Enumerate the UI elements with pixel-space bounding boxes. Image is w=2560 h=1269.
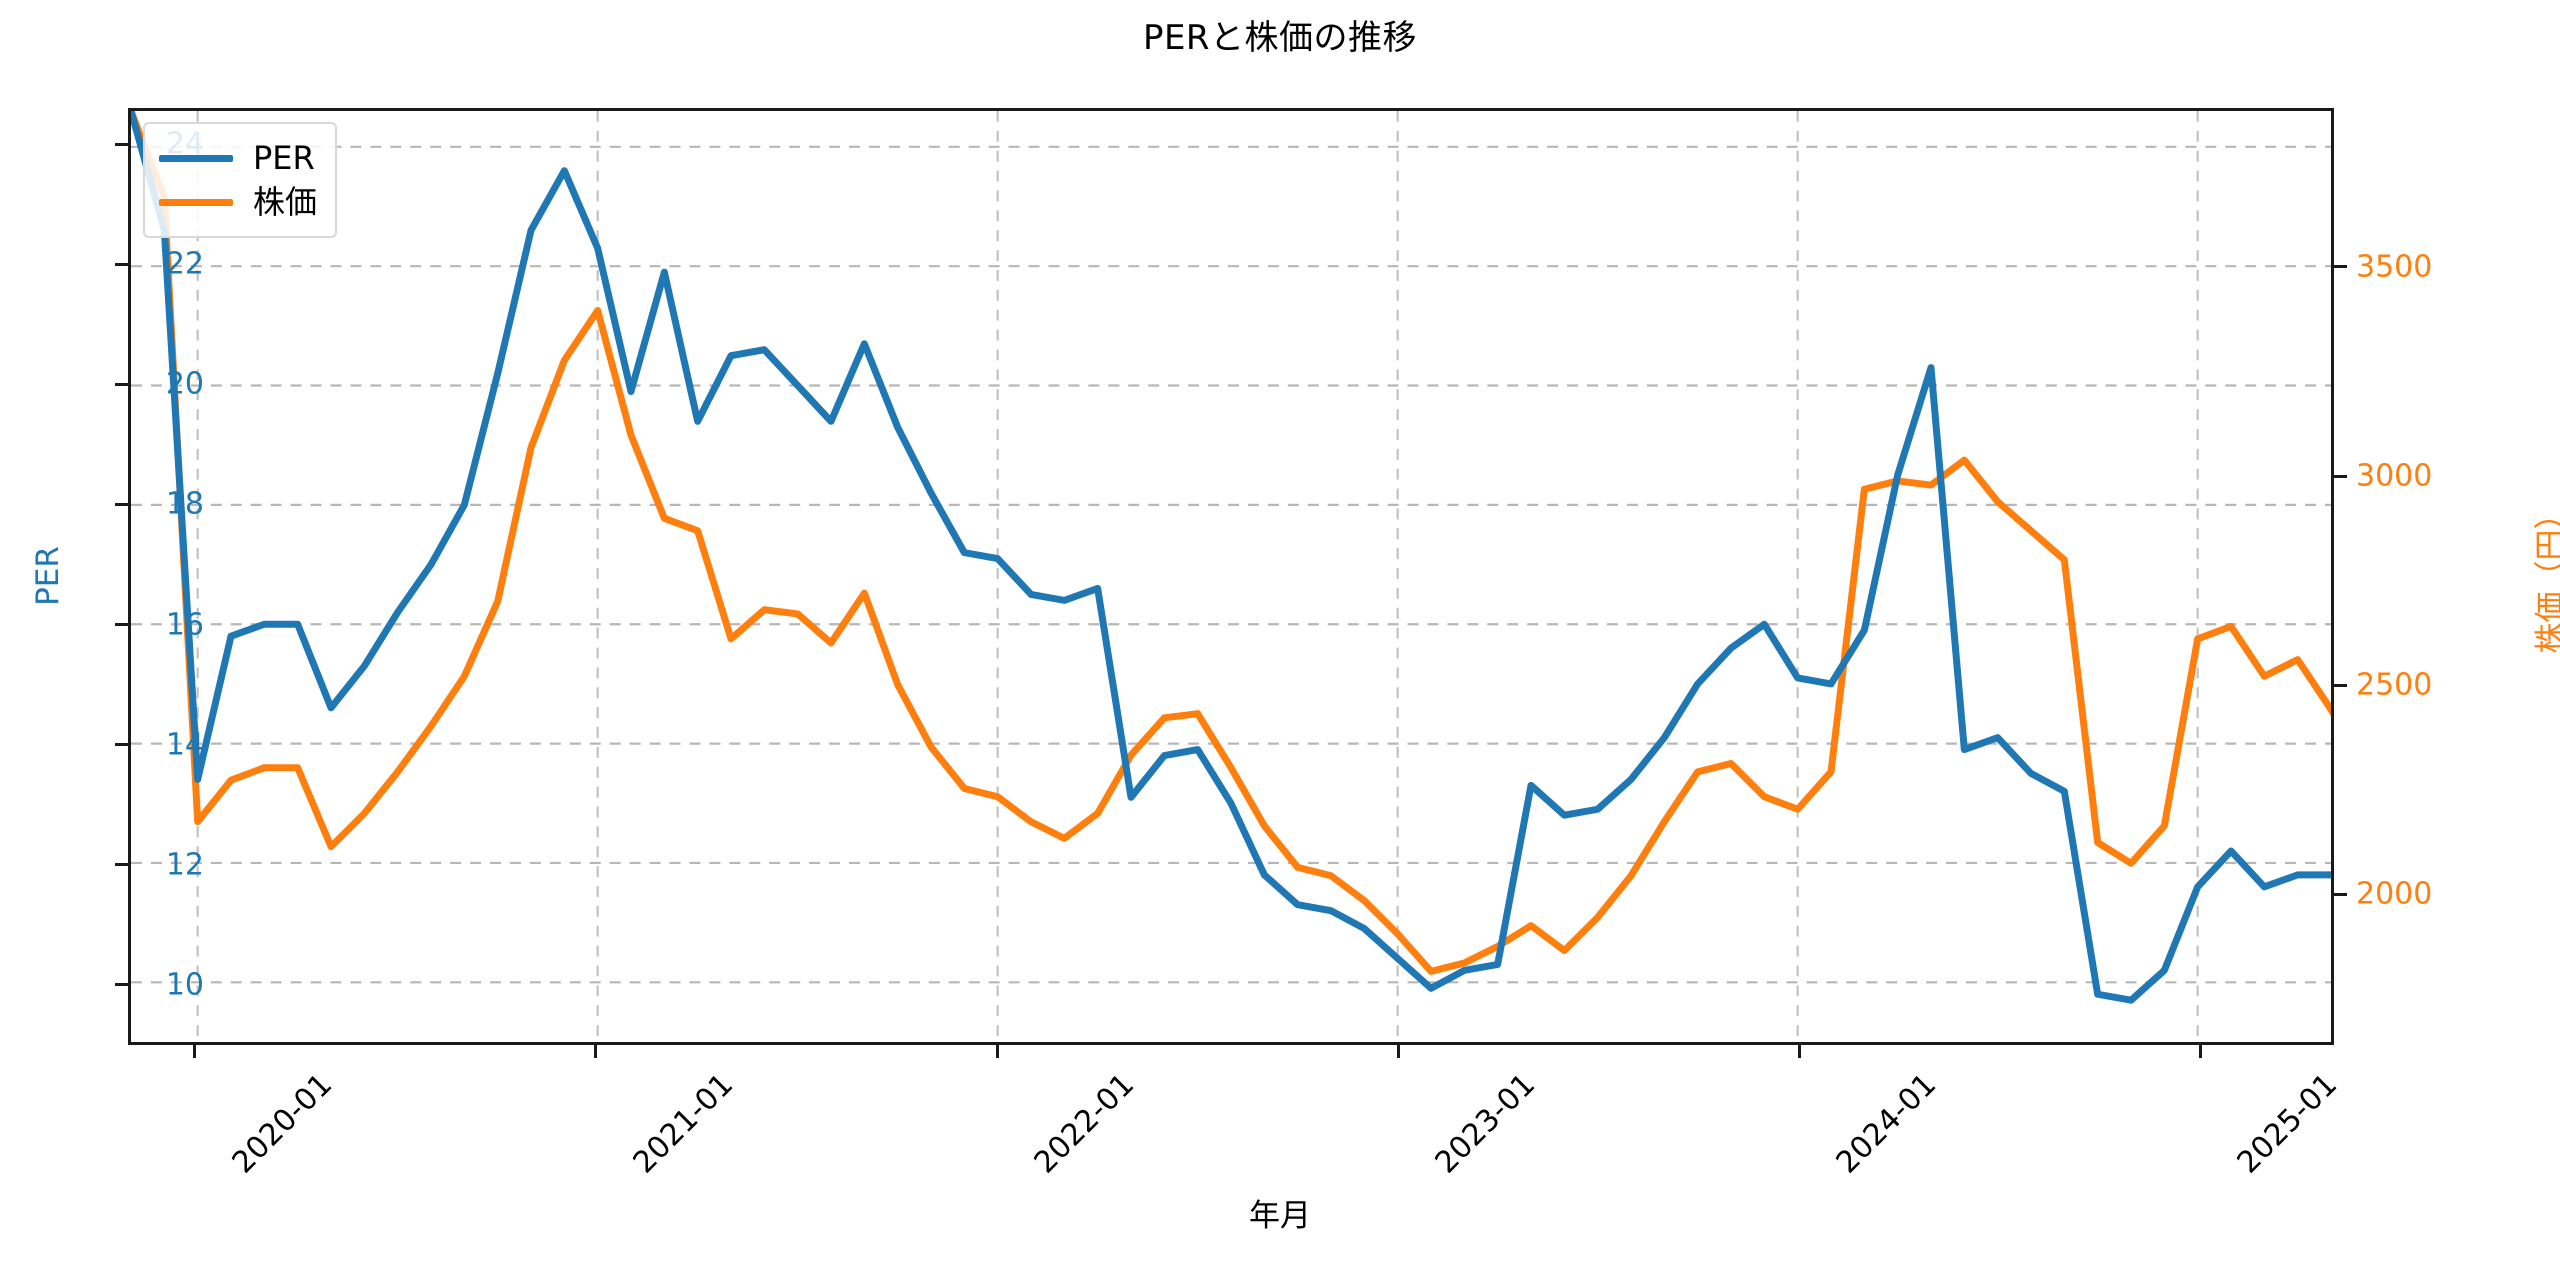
chart-legend: PER 株価: [143, 122, 338, 238]
x-tick-2021-01: 2021-01: [626, 1067, 741, 1181]
x-tick-2020-01: 2020-01: [225, 1067, 339, 1181]
legend-swatch-per: [159, 154, 233, 162]
y-tick-right-3500: 3500: [2356, 249, 2433, 285]
x-tick-2024-01: 2024-01: [1829, 1067, 1944, 1181]
x-tick-2025-01: 2025-01: [2231, 1067, 2345, 1181]
x-tick-2023-01: 2023-01: [1428, 1067, 1543, 1181]
legend-item-per[interactable]: PER: [159, 136, 317, 180]
grid-lines: [131, 111, 2331, 1042]
legend-label-stockprice: 株価: [253, 183, 318, 221]
chart-title: PERと株価の推移: [1142, 18, 1418, 58]
y-tick-right-2000: 2000: [2356, 876, 2433, 912]
plot-area: [128, 108, 2334, 1045]
legend-swatch-stockprice: [159, 198, 233, 206]
data-lines: [131, 111, 2331, 1004]
y-axis-right-title: 株価（円）: [2533, 498, 2560, 654]
y-axis-left-title: PER: [29, 546, 66, 606]
x-axis-title: 年月: [1249, 1198, 1311, 1234]
y-tick-right-2500: 2500: [2356, 667, 2433, 703]
x-tick-2022-01: 2022-01: [1027, 1067, 1142, 1181]
legend-label-per: PER: [253, 139, 315, 177]
y-tick-right-3000: 3000: [2356, 458, 2433, 494]
legend-item-stockprice[interactable]: 株価: [159, 180, 317, 224]
